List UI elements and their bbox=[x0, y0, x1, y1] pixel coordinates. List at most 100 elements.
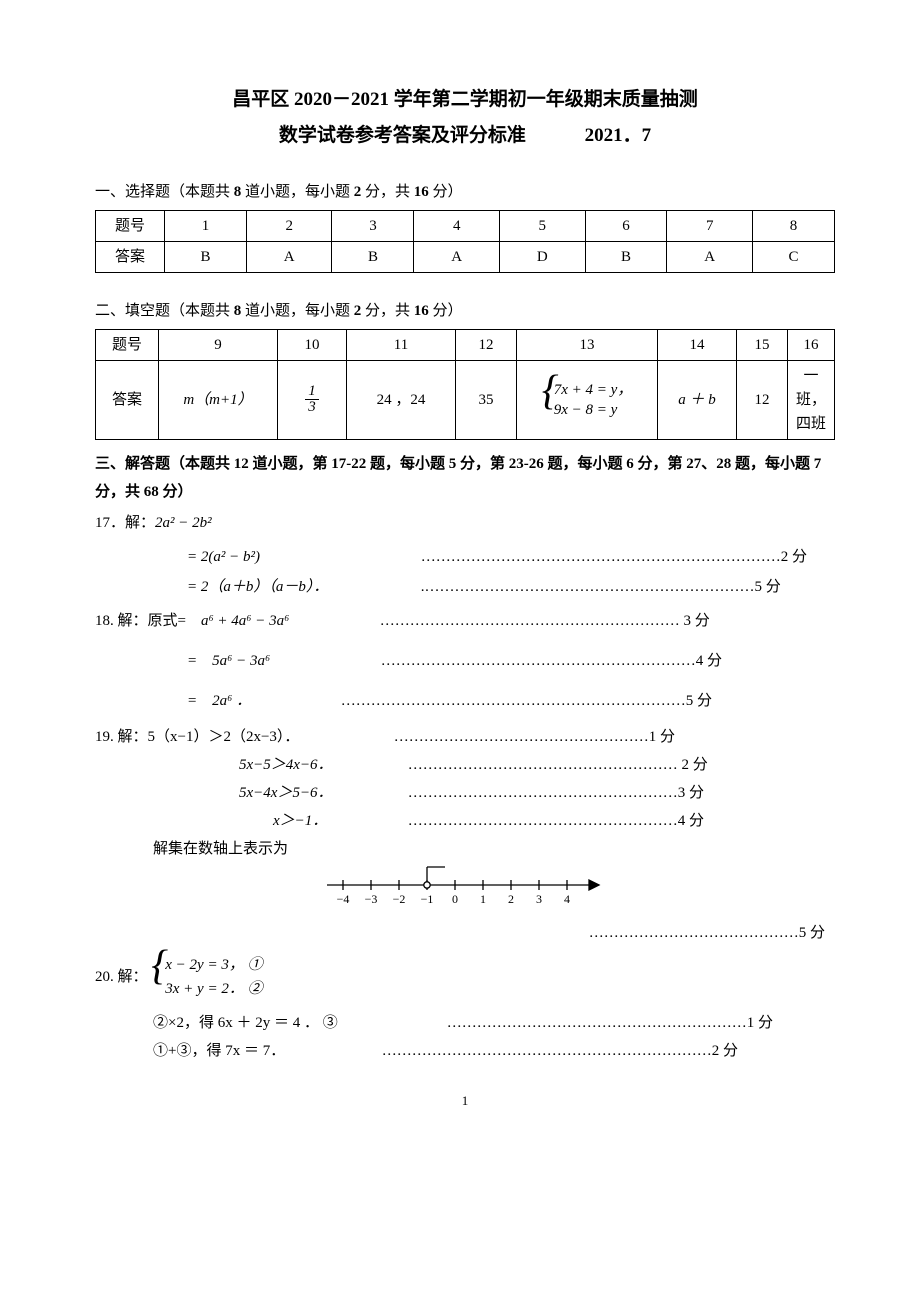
section1-heading: 一、选择题（本题共 8 道小题，每小题 2 分，共 16 分） bbox=[95, 180, 835, 204]
cell-answer: D bbox=[499, 241, 585, 272]
fraction-num: 1 bbox=[305, 384, 319, 401]
page-number: 1 bbox=[95, 1091, 835, 1112]
q19-dots1: ……………………………………………1 分 bbox=[394, 729, 675, 745]
cell-answer-10: 1 3 bbox=[278, 360, 347, 439]
a16-l2: 四班 bbox=[796, 416, 826, 432]
q19-dots2: ……………………………………………… 2 分 bbox=[408, 757, 708, 773]
cell-answer-15: 12 bbox=[737, 360, 788, 439]
eq-line: 7x + 4 = y， bbox=[554, 382, 633, 398]
q20-expr3: ①+③，得 7x ＝ 7． bbox=[153, 1039, 378, 1063]
fraction-den: 3 bbox=[305, 400, 319, 416]
q20-line3: ①+③，得 7x ＝ 7． …………………………………………………………2 分 bbox=[95, 1039, 835, 1063]
s1-m2: 分，共 bbox=[361, 184, 414, 200]
q17-line1: 17．解：2a² − 2b² bbox=[95, 511, 835, 535]
q18-dots3: ……………………………………………………………5 分 bbox=[341, 693, 712, 709]
section2-heading: 二、填空题（本题共 8 道小题，每小题 2 分，共 16 分） bbox=[95, 299, 835, 323]
q19-dots5-row: ……………………………………5 分 bbox=[95, 921, 835, 945]
number-line-diagram: −4 −3 −2 −1 0 1 2 3 4 bbox=[315, 865, 615, 917]
q20-dots3: …………………………………………………………2 分 bbox=[382, 1043, 738, 1059]
q19-expr4: x＞−1． bbox=[273, 809, 404, 833]
cell-label: 答案 bbox=[96, 360, 159, 439]
q17-expr1: 2a² − 2b² bbox=[155, 515, 212, 531]
tick-label: 2 bbox=[508, 892, 514, 906]
q18-dots2: ………………………………………………………4 分 bbox=[381, 653, 722, 669]
q18-dots1: …………………………………………………… 3 分 bbox=[380, 613, 710, 629]
q17-label: 17．解： bbox=[95, 515, 155, 531]
cell-answer-12: 35 bbox=[456, 360, 517, 439]
q20-label: 20. 解： bbox=[95, 969, 148, 985]
cell-answer-13: 7x + 4 = y， 9x − 8 = y bbox=[517, 360, 658, 439]
cell-colnum: 16 bbox=[788, 329, 835, 360]
a16-l1: 一班， bbox=[796, 368, 826, 408]
cell-colnum: 9 bbox=[159, 329, 278, 360]
q19-dots4: ………………………………………………4 分 bbox=[408, 813, 704, 829]
cell-colnum: 14 bbox=[658, 329, 737, 360]
cell-answer-11: 24 ，24 bbox=[347, 360, 456, 439]
q19-line5: 解集在数轴上表示为 bbox=[95, 837, 835, 861]
q19-line3: 5x−4x＞5−6． ………………………………………………3 分 bbox=[95, 781, 835, 805]
cell-colnum: 1 bbox=[165, 210, 247, 241]
fraction: 1 3 bbox=[305, 384, 319, 417]
tick-label: 4 bbox=[564, 892, 570, 906]
q18-label: 18. 解：原式= bbox=[95, 613, 201, 629]
cell-colnum: 4 bbox=[414, 210, 500, 241]
page-date: 2021．7 bbox=[585, 121, 652, 151]
q18-line2: = 5a⁶ − 3a⁶ ………………………………………………………4 分 bbox=[95, 649, 835, 673]
s1-m1: 道小题，每小题 bbox=[241, 184, 354, 200]
s2-m1: 道小题，每小题 bbox=[241, 303, 354, 319]
q17-dots2: ………………………………………………………………2 分 bbox=[421, 549, 807, 565]
q18-line3: = 2a⁶ ． ……………………………………………………………5 分 bbox=[95, 689, 835, 713]
page-title: 昌平区 2020－2021 学年第二学期初一年级期末质量抽测 bbox=[95, 85, 835, 115]
s2-post: 分） bbox=[429, 303, 463, 319]
section3-heading: 三、解答题（本题共 12 道小题，第 17-22 题，每小题 5 分，第 23-… bbox=[95, 450, 835, 507]
eq-line: x − 2y = 3， ① bbox=[165, 957, 262, 973]
table-row: 答案 B A B A D B A C bbox=[96, 241, 835, 272]
eq-line: 3x + y = 2． ② bbox=[165, 981, 262, 997]
tick-label: −2 bbox=[393, 892, 406, 906]
q20-system: x − 2y = 3， ① 3x + y = 2． ② bbox=[151, 953, 262, 1001]
cell-answer: A bbox=[667, 241, 753, 272]
q17-line3: = 2（a＋b）（a－b）． .…………………………………………………………5 … bbox=[95, 575, 835, 599]
s2-pre: 二、填空题（本题共 bbox=[95, 303, 234, 319]
q17-expr2: = 2(a² − b²) bbox=[187, 545, 417, 569]
cell-colnum: 15 bbox=[737, 329, 788, 360]
s2-m2: 分，共 bbox=[361, 303, 414, 319]
s1-pre: 一、选择题（本题共 bbox=[95, 184, 234, 200]
cell-colnum: 2 bbox=[246, 210, 332, 241]
q17-expr3: = 2（a＋b）（a－b）． bbox=[187, 575, 417, 599]
table-row: 答案 m（m+1） 1 3 24 ，24 35 7x + 4 = y， 9x −… bbox=[96, 360, 835, 439]
q17-line2: = 2(a² − b²) ………………………………………………………………2 分 bbox=[95, 545, 835, 569]
cell-label: 答案 bbox=[96, 241, 165, 272]
q19-line4: x＞−1． ………………………………………………4 分 bbox=[95, 809, 835, 833]
cell-colnum: 12 bbox=[456, 329, 517, 360]
s1-post: 分） bbox=[429, 184, 463, 200]
q19-dots3: ………………………………………………3 分 bbox=[408, 785, 704, 801]
eq-line: 9x − 8 = y bbox=[554, 402, 618, 418]
q20-dots2: ……………………………………………………1 分 bbox=[447, 1015, 773, 1031]
q17-dots3: .…………………………………………………………5 分 bbox=[421, 579, 781, 595]
cell-answer: B bbox=[165, 241, 247, 272]
q19-expr1: 19. 解：5（x−1）＞2（2x−3）． bbox=[95, 729, 299, 745]
cell-answer-9: m（m+1） bbox=[159, 360, 278, 439]
s1-b3: 16 bbox=[414, 184, 429, 200]
tick-label: −1 bbox=[421, 892, 434, 906]
tick-label: 0 bbox=[452, 892, 458, 906]
cell-answer-14: a ＋ b bbox=[658, 360, 737, 439]
cell-colnum: 11 bbox=[347, 329, 456, 360]
section1-table: 题号 1 2 3 4 5 6 7 8 答案 B A B A D B A C bbox=[95, 210, 835, 273]
q18-expr1: a⁶ + 4a⁶ − 3a⁶ bbox=[201, 609, 376, 633]
cell-colnum: 7 bbox=[667, 210, 753, 241]
q19-line2: 5x−5＞4x−6． ……………………………………………… 2 分 bbox=[95, 753, 835, 777]
q18-expr3: = 2a⁶ ． bbox=[187, 689, 337, 713]
cell-answer: B bbox=[332, 241, 414, 272]
q19-dots5: ……………………………………5 分 bbox=[589, 925, 825, 941]
q20-line1: 20. 解： x − 2y = 3， ① 3x + y = 2． ② bbox=[95, 953, 835, 1001]
cell-label: 题号 bbox=[96, 210, 165, 241]
tick-label: 1 bbox=[480, 892, 486, 906]
tick-label: 3 bbox=[536, 892, 542, 906]
q19-text5: 解集在数轴上表示为 bbox=[153, 841, 288, 857]
q20-expr2: ②×2，得 6x ＋ 2y ＝ 4 ． ③ bbox=[153, 1011, 443, 1035]
cell-answer-16: 一班， 四班 bbox=[788, 360, 835, 439]
cell-answer: A bbox=[414, 241, 500, 272]
cell-colnum: 3 bbox=[332, 210, 414, 241]
